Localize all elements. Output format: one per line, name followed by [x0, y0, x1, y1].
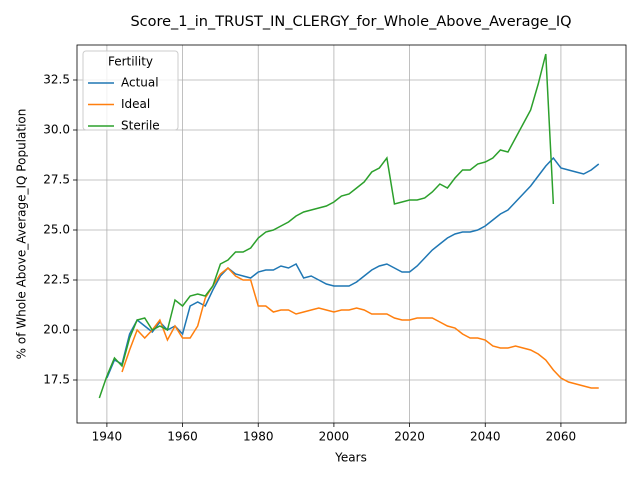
y-tick-label: 30.0	[43, 123, 70, 137]
y-tick-label: 32.5	[43, 73, 70, 87]
x-tick-label: 2040	[470, 430, 501, 444]
x-tick-label: 1960	[167, 430, 198, 444]
y-tick-label: 17.5	[43, 373, 70, 387]
x-tick-label: 1980	[243, 430, 274, 444]
x-tick-label: 2020	[394, 430, 425, 444]
plot-frame	[76, 44, 627, 424]
series-line	[106, 156, 600, 379]
x-tick-label: 1940	[92, 430, 123, 444]
legend-label: Ideal	[121, 97, 150, 111]
series-line	[98, 53, 555, 399]
legend-label: Actual	[121, 76, 159, 90]
y-axis-label: % of Whole Above_Average_IQ Population	[15, 109, 29, 360]
legend-title: Fertility	[108, 55, 153, 69]
series-line	[121, 266, 599, 389]
legend-label: Sterile	[121, 119, 160, 133]
y-tick-label: 27.5	[43, 173, 70, 187]
chart-title: Score_1_in_TRUST_IN_CLERGY_for_Whole_Abo…	[130, 14, 571, 30]
x-axis-label: Years	[334, 451, 367, 465]
y-tick-label: 20.0	[43, 323, 70, 337]
x-tick-label: 2000	[319, 430, 350, 444]
legend-box	[82, 50, 179, 131]
y-tick-label: 22.5	[43, 273, 70, 287]
x-tick-label: 2060	[546, 430, 577, 444]
y-tick-label: 25.0	[43, 223, 70, 237]
